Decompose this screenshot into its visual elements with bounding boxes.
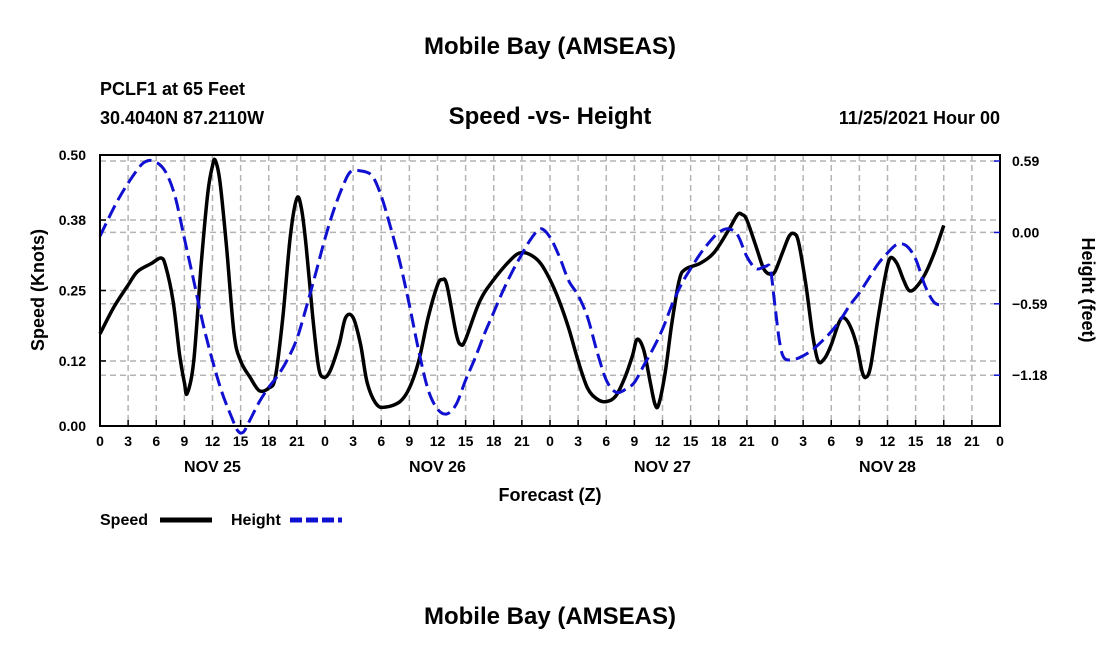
x-tick-label: 18 <box>261 433 277 449</box>
grid-lines <box>100 154 1000 426</box>
x-tick-label: 9 <box>180 433 188 449</box>
y-right-tick-label: 0.59 <box>1012 153 1039 169</box>
day-label: NOV 25 <box>184 459 241 476</box>
page-title: Mobile Bay (AMSEAS) <box>424 33 676 60</box>
y-left-tick-label: 0.50 <box>59 147 86 163</box>
x-tick-label: 21 <box>289 433 305 449</box>
x-axis-title: Forecast (Z) <box>498 485 601 505</box>
x-tick-label: 0 <box>321 433 329 449</box>
x-tick-label: 12 <box>880 433 896 449</box>
x-tick-label: 0 <box>546 433 554 449</box>
x-tick-label: 18 <box>936 433 952 449</box>
x-tick-label: 15 <box>458 433 474 449</box>
x-tick-label: 3 <box>799 433 807 449</box>
x-tick-label: 6 <box>152 433 160 449</box>
x-tick-label: 3 <box>574 433 582 449</box>
speed-series-line <box>98 157 946 410</box>
x-tick-label: 6 <box>377 433 385 449</box>
coordinates-label: 30.4040N 87.2110W <box>100 108 264 128</box>
x-tick-label: 21 <box>739 433 755 449</box>
height-series-line <box>98 158 945 435</box>
x-tick-label: 0 <box>771 433 779 449</box>
day-label: NOV 26 <box>409 459 466 476</box>
day-label: NOV 27 <box>634 459 691 476</box>
x-tick-label: 9 <box>405 433 413 449</box>
y-right-tick-label: −1.18 <box>1012 367 1048 383</box>
x-tick-label: 18 <box>486 433 502 449</box>
x-tick-label: 3 <box>124 433 132 449</box>
x-tick-label: 12 <box>430 433 446 449</box>
chart-title: Speed -vs- Height <box>449 103 652 130</box>
x-tick-label: 0 <box>96 433 104 449</box>
axes: 0 3 6 9 12 15 18 21 0 3 6 9 12 15 18 21 0 3 6 9 12 15 18 21 0 3 6 9… <box>59 147 1048 476</box>
x-tick-label: 21 <box>514 433 530 449</box>
x-tick-label: 9 <box>630 433 638 449</box>
x-tick-label: 6 <box>602 433 610 449</box>
legend-speed-label: Speed <box>100 512 148 529</box>
legend-height-label: Height <box>231 512 281 529</box>
y-axis-left-title: Speed (Knots) <box>28 229 48 351</box>
y-left-tick-label: 0.25 <box>59 283 86 299</box>
x-tick-label: 15 <box>233 433 249 449</box>
y-axis-right-title: Height (feet) <box>1078 238 1098 343</box>
footer-title: Mobile Bay (AMSEAS) <box>424 603 676 630</box>
y-left-tick-label: 0.00 <box>59 418 86 434</box>
y-left-tick-label: 0.12 <box>59 353 86 369</box>
x-tick-label: 21 <box>964 433 980 449</box>
legend: Speed Height <box>100 512 342 529</box>
x-tick-label: 18 <box>711 433 727 449</box>
station-label: PCLF1 at 65 Feet <box>100 79 245 99</box>
x-tick-label: 3 <box>349 433 357 449</box>
x-tick-label: 15 <box>683 433 699 449</box>
x-tick-label: 6 <box>827 433 835 449</box>
y-right-tick-label: −0.59 <box>1012 296 1048 312</box>
x-tick-label: 15 <box>908 433 924 449</box>
x-tick-label: 9 <box>855 433 863 449</box>
series-lines <box>98 157 946 435</box>
day-label: NOV 28 <box>859 459 916 476</box>
y-left-tick-label: 0.38 <box>59 212 86 228</box>
y-right-tick-label: 0.00 <box>1012 224 1039 240</box>
x-tick-label: 12 <box>205 433 221 449</box>
x-tick-label: 12 <box>655 433 671 449</box>
date-label: 11/25/2021 Hour 00 <box>839 108 1000 128</box>
x-tick-label: 0 <box>996 433 1004 449</box>
